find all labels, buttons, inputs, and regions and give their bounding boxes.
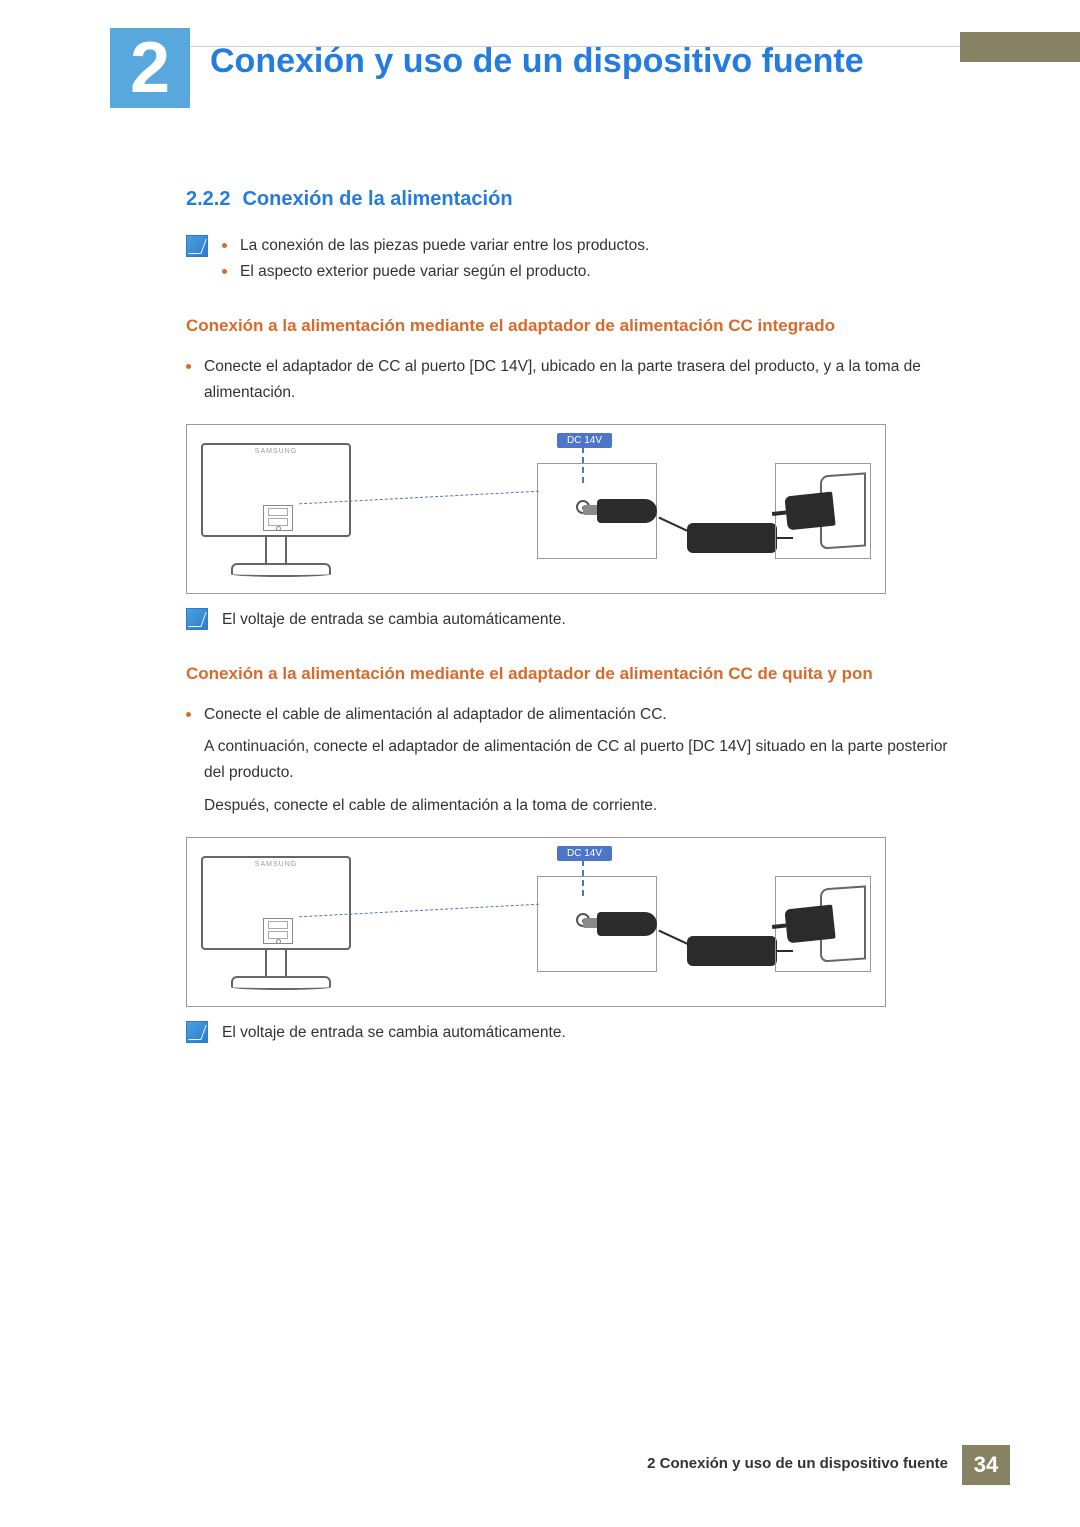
power-adapter-icon [687,523,777,553]
block1-bullet: Conecte el adaptador de CC al puerto [DC… [186,354,966,407]
block1-note-text: El voltaje de entrada se cambia automáti… [222,606,566,633]
header-accent-bar [960,32,1080,62]
power-adapter-icon [687,936,777,966]
dc-port-label: DC 14V [557,433,612,448]
note-icon [186,608,208,630]
monitor-rear-icon [201,443,361,583]
block2-bullet-text: Conecte el cable de alimentación al adap… [204,706,667,723]
block1-heading: Conexión a la alimentación mediante el a… [186,316,966,336]
section-number: 2.2.2 [186,188,230,210]
wall-outlet-detail [775,463,871,559]
dc-port-label: DC 14V [557,846,612,861]
dc-connector-icon [577,908,663,940]
page-number: 34 [974,1452,998,1478]
dc-connector-icon [577,495,663,527]
block2-note: El voltaje de entrada se cambia automáti… [186,1019,966,1046]
page-content: 2.2.2 Conexión de la alimentación La cone… [186,188,966,1052]
chapter-number: 2 [130,32,170,104]
section-title: Conexión de la alimentación [242,188,512,210]
block2-bullet: Conecte el cable de alimentación al adap… [186,702,966,819]
wall-outlet-detail [775,876,871,972]
chapter-title: Conexión y uso de un dispositivo fuente [210,42,864,81]
block1-bullets: Conecte el adaptador de CC al puerto [DC… [186,354,966,407]
block2-bullets: Conecte el cable de alimentación al adap… [186,702,966,819]
note-icon [186,1021,208,1043]
diagram-detachable-adapter: DC 14V [186,837,886,1007]
page-number-box: 34 [962,1445,1010,1485]
intro-note-item: El aspecto exterior puede variar según e… [222,259,649,285]
intro-note-item: La conexión de las piezas puede variar e… [222,233,649,259]
block1-note: El voltaje de entrada se cambia automáti… [186,606,966,633]
footer-text: 2 Conexión y uso de un dispositivo fuent… [647,1455,962,1472]
monitor-rear-icon [201,856,361,996]
diagram-integrated-adapter: DC 14V [186,424,886,594]
section-heading: 2.2.2 Conexión de la alimentación [186,188,966,211]
chapter-number-box: 2 [110,28,190,108]
block2-para1: A continuación, conecte el adaptador de … [204,738,948,781]
note-icon [186,235,208,257]
intro-notes-list: La conexión de las piezas puede variar e… [222,233,649,286]
intro-note-block: La conexión de las piezas puede variar e… [186,233,966,286]
block2-para2: Después, conecte el cable de alimentació… [204,797,657,814]
block2-note-text: El voltaje de entrada se cambia automáti… [222,1019,566,1046]
block2-heading: Conexión a la alimentación mediante el a… [186,664,966,684]
footer: 2 Conexión y uso de un dispositivo fuent… [647,1447,962,1479]
